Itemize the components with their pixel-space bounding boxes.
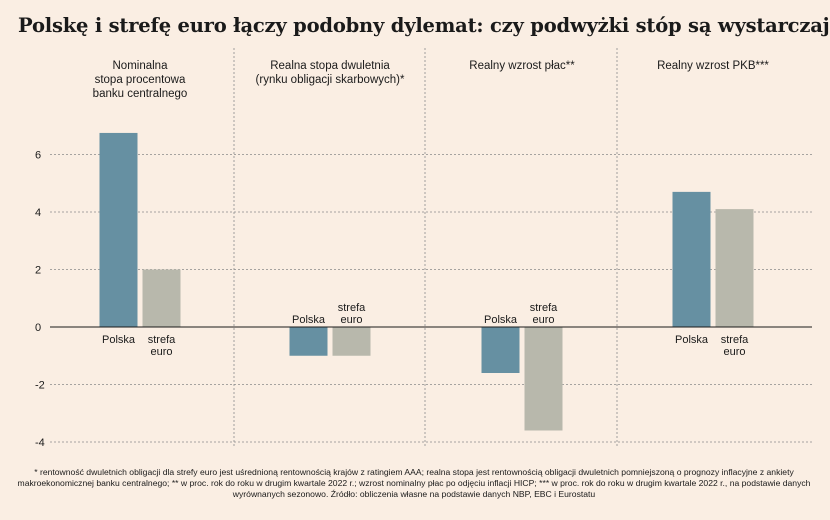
bar-label: strefa xyxy=(721,334,749,346)
bar-label: strefa xyxy=(530,302,558,314)
bar-label: strefa xyxy=(338,302,366,314)
bar-label: strefa xyxy=(148,334,176,346)
bar-label: Polska xyxy=(484,314,518,326)
bar-label: Polska xyxy=(102,334,136,346)
bar-label: euro xyxy=(532,314,554,326)
bar-label: euro xyxy=(723,346,745,358)
y-tick-label: 4 xyxy=(35,207,41,219)
bar-polska xyxy=(481,327,520,373)
bar-label: Polska xyxy=(292,314,326,326)
bar-polska xyxy=(672,191,711,327)
y-tick-label: 2 xyxy=(35,265,41,277)
y-tick-label: 0 xyxy=(35,322,41,334)
bar-strefa-euro xyxy=(332,327,371,356)
panel-title: Nominalna xyxy=(113,60,169,72)
panel-title: (rynku obligacji skarbowych)* xyxy=(256,74,405,86)
panel-title: banku centralnego xyxy=(93,88,188,100)
y-tick-label: 6 xyxy=(35,150,41,162)
footnote: * rentowność dwuletnich obligacji dla st… xyxy=(17,467,811,500)
bar-label: euro xyxy=(340,314,362,326)
panel-title: stopa procentowa xyxy=(95,74,186,86)
bar-polska xyxy=(289,327,328,356)
bar-strefa-euro xyxy=(524,327,563,431)
bar-chart: 6 4 2 0 -2 -4 Nominalna stopa procentowa banku c… xyxy=(35,48,812,449)
y-tick-label: -4 xyxy=(35,437,45,449)
panel-title: Realna stopa dwuletnia xyxy=(270,60,390,72)
bar-polska xyxy=(99,132,138,327)
bar-strefa-euro xyxy=(142,269,181,327)
y-tick-label: -2 xyxy=(35,380,45,392)
bar-label: euro xyxy=(150,346,172,358)
chart-title: Polskę i strefę euro łączy podobny dylem… xyxy=(18,14,830,37)
bar-strefa-euro xyxy=(715,209,754,327)
panel-title: Realny wzrost PKB*** xyxy=(657,60,769,72)
panel-title: Realny wzrost płac** xyxy=(469,60,575,72)
bar-label: Polska xyxy=(675,334,709,346)
